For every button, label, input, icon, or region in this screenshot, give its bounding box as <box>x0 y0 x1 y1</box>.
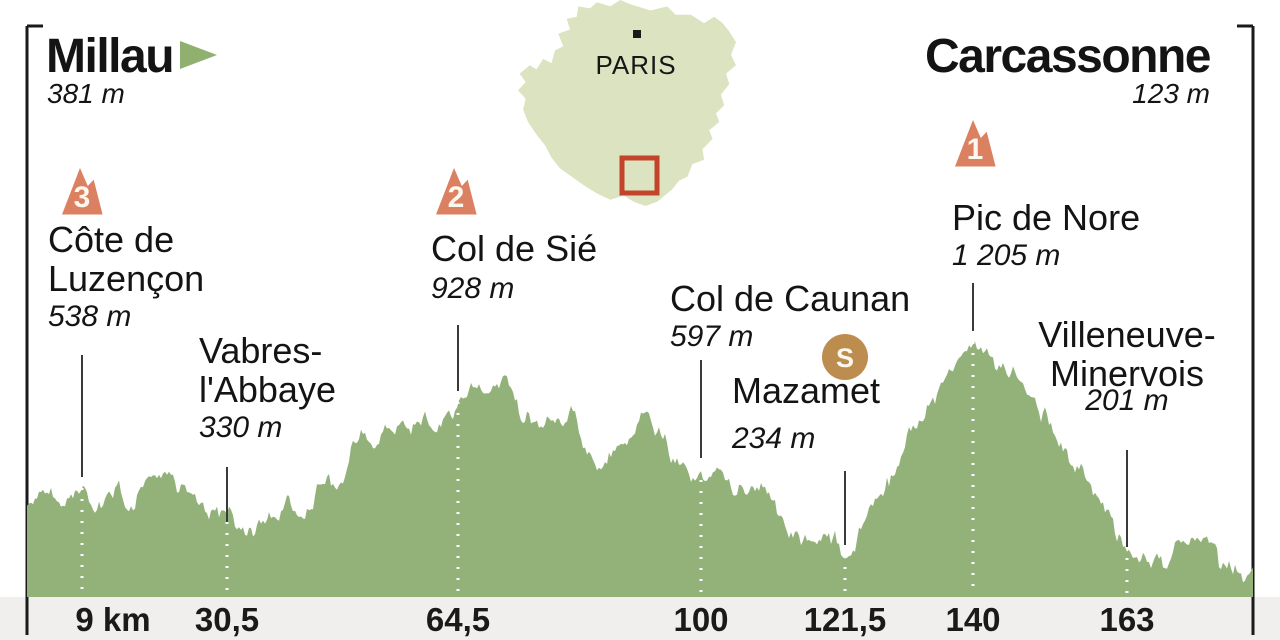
svg-text:3: 3 <box>74 181 91 214</box>
svg-text:PARIS: PARIS <box>595 50 676 80</box>
svg-text:S: S <box>836 343 854 373</box>
svg-text:1: 1 <box>967 133 984 166</box>
svg-text:2: 2 <box>448 181 465 214</box>
